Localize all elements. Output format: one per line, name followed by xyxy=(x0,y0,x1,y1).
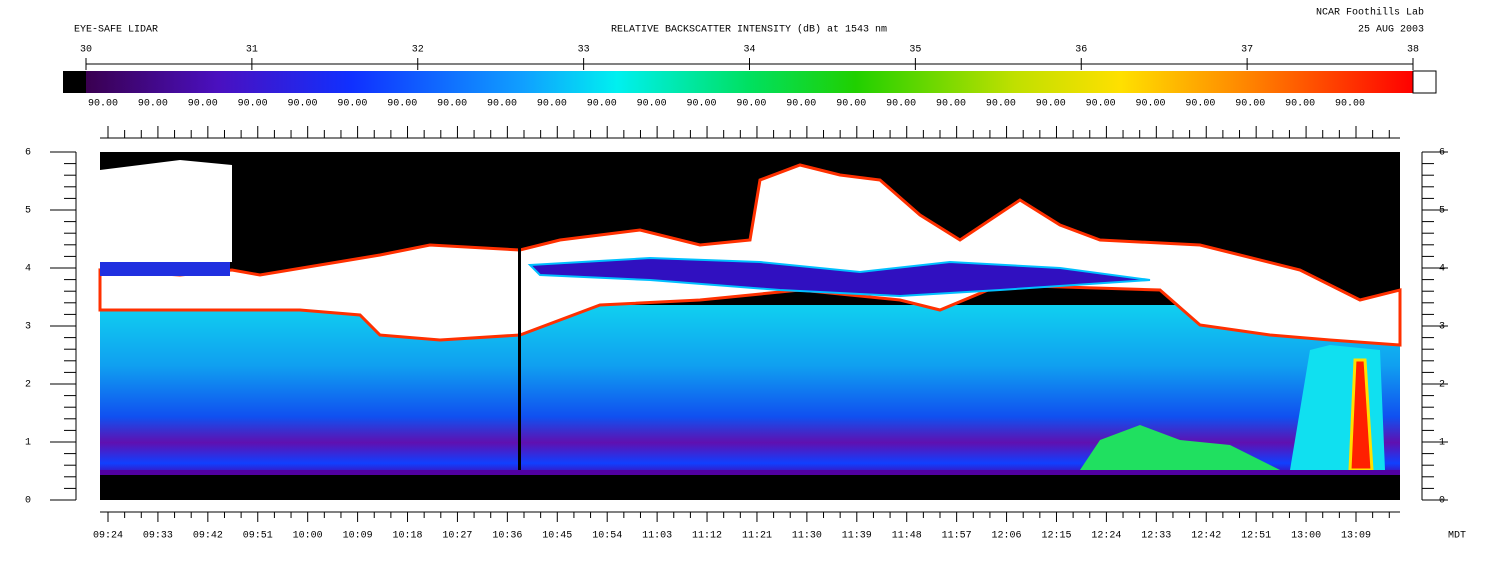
x-tick-label: 11:39 xyxy=(842,531,872,542)
y-tick-label-left: 0 xyxy=(25,496,31,507)
colorbar-tick-label: 34 xyxy=(743,45,755,56)
colorbar-label: 90.00 xyxy=(188,99,218,110)
x-unit: MDT xyxy=(1448,531,1466,542)
x-tick-label: 11:12 xyxy=(692,531,722,542)
colorbar-label: 90.00 xyxy=(637,99,667,110)
colorbar-label: 90.00 xyxy=(537,99,567,110)
colorbar-label: 90.00 xyxy=(736,99,766,110)
colorbar xyxy=(86,71,1413,93)
x-tick-label: 09:51 xyxy=(243,531,273,542)
x-tick-label: 10:36 xyxy=(492,531,522,542)
y-tick-label-right: 6 xyxy=(1439,148,1445,159)
colorbar-tick-label: 37 xyxy=(1241,45,1253,56)
x-tick-label: 12:06 xyxy=(992,531,1022,542)
site: NCAR Foothills Lab xyxy=(1316,7,1424,19)
colorbar-label: 90.00 xyxy=(1235,99,1265,110)
x-tick-label: 10:45 xyxy=(542,531,572,542)
x-tick-label: 09:33 xyxy=(143,531,173,542)
colorbar-label: 90.00 xyxy=(587,99,617,110)
y-tick-label-right: 0 xyxy=(1439,496,1445,507)
colorbar-label: 90.00 xyxy=(936,99,966,110)
heatmap xyxy=(98,152,1402,500)
colorbar-label: 90.00 xyxy=(836,99,866,110)
colorbar-label: 90.00 xyxy=(487,99,517,110)
x-tick-label: 12:42 xyxy=(1191,531,1221,542)
colorbar-tick-label: 32 xyxy=(412,45,424,56)
colorbar-label: 90.00 xyxy=(387,99,417,110)
colorbar-label: 90.00 xyxy=(1335,99,1365,110)
colorbar-tick-label: 35 xyxy=(909,45,921,56)
x-tick-label: 10:54 xyxy=(592,531,622,542)
x-tick-label: 11:30 xyxy=(792,531,822,542)
colorbar-tick-label: 38 xyxy=(1407,45,1419,56)
date: 25 AUG 2003 xyxy=(1358,25,1424,36)
colorbar-label: 90.00 xyxy=(687,99,717,110)
x-tick-label: 10:09 xyxy=(343,531,373,542)
x-tick-label: 11:48 xyxy=(892,531,922,542)
colorbar-label: 90.00 xyxy=(986,99,1016,110)
colorbar-label: 90.00 xyxy=(1285,99,1315,110)
colorbar-over xyxy=(1412,70,1437,94)
colorbar-label: 90.00 xyxy=(288,99,318,110)
colorbar-under xyxy=(63,71,86,93)
x-tick-label: 10:27 xyxy=(442,531,472,542)
colorbar-label: 90.00 xyxy=(88,99,118,110)
y-tick-label-left: 1 xyxy=(25,438,31,449)
colorbar-label: 90.00 xyxy=(337,99,367,110)
x-tick-label: 09:24 xyxy=(93,531,123,542)
x-tick-label: 12:33 xyxy=(1141,531,1171,542)
colorbar-label: 90.00 xyxy=(786,99,816,110)
y-tick-label-right: 5 xyxy=(1439,206,1445,217)
x-tick-label: 11:03 xyxy=(642,531,672,542)
y-tick-label-right: 3 xyxy=(1439,322,1445,333)
colorbar-label: 90.00 xyxy=(886,99,916,110)
y-tick-label-left: 5 xyxy=(25,206,31,217)
colorbar-label: 90.00 xyxy=(238,99,268,110)
x-tick-label: 12:15 xyxy=(1041,531,1071,542)
x-tick-label: 12:24 xyxy=(1091,531,1121,542)
x-tick-label: 13:09 xyxy=(1341,531,1371,542)
y-tick-label-right: 1 xyxy=(1439,438,1445,449)
x-tick-label: 10:18 xyxy=(393,531,423,542)
colorbar-tick-label: 36 xyxy=(1075,45,1087,56)
x-tick-label: 13:00 xyxy=(1291,531,1321,542)
colorbar-label: 90.00 xyxy=(1135,99,1165,110)
x-tick-label: 11:21 xyxy=(742,531,772,542)
y-tick-label-left: 3 xyxy=(25,322,31,333)
y-tick-label-right: 2 xyxy=(1439,380,1445,391)
x-tick-label: 10:00 xyxy=(293,531,323,542)
colorbar-label: 90.00 xyxy=(437,99,467,110)
colorbar-label: 90.00 xyxy=(138,99,168,110)
colorbar-label: 90.00 xyxy=(1185,99,1215,110)
colorbar-tick-label: 30 xyxy=(80,45,92,56)
x-tick-label: 12:51 xyxy=(1241,531,1271,542)
colorbar-tick-label: 31 xyxy=(246,45,258,56)
y-tick-label-left: 6 xyxy=(25,148,31,159)
y-tick-label-left: 2 xyxy=(25,380,31,391)
y-tick-label-left: 4 xyxy=(25,264,31,275)
x-tick-label: 09:42 xyxy=(193,531,223,542)
colorbar-label: 90.00 xyxy=(1036,99,1066,110)
header-left: EYE-SAFE LIDAR xyxy=(74,25,158,36)
y-tick-label-right: 4 xyxy=(1439,264,1445,275)
colorbar-tick-label: 33 xyxy=(578,45,590,56)
x-tick-label: 11:57 xyxy=(942,531,972,542)
colorbar-label: 90.00 xyxy=(1086,99,1116,110)
title: RELATIVE BACKSCATTER INTENSITY (dB) at 1… xyxy=(611,24,887,36)
